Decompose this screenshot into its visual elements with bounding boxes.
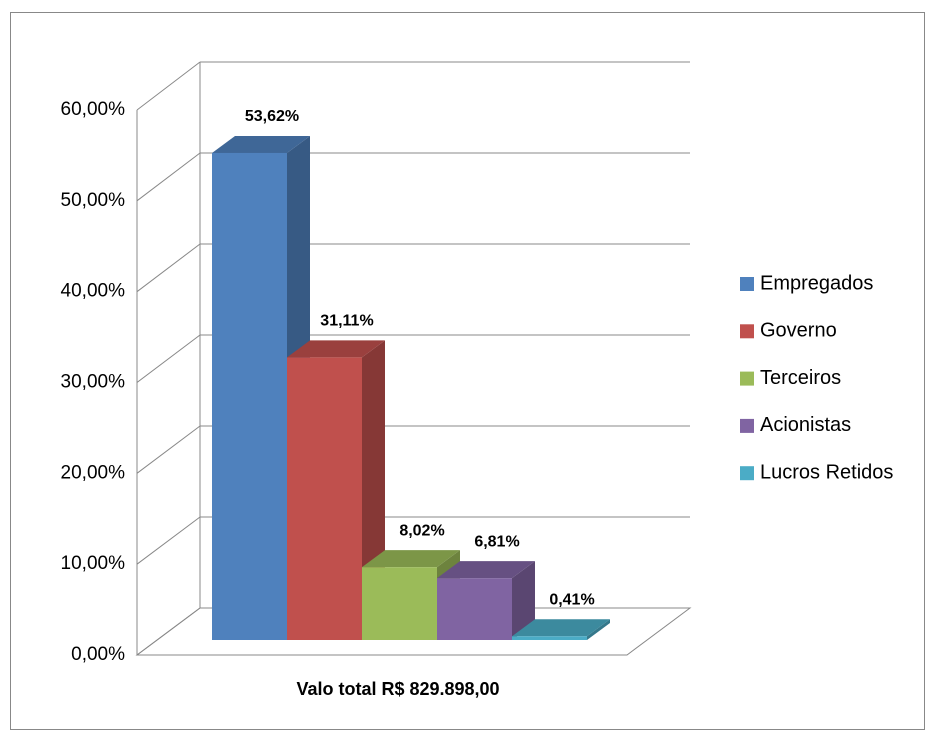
grid-line [136,243,201,293]
legend-label: Terceiros [760,367,841,389]
legend-label: Governo [760,320,837,342]
bar [437,578,512,640]
grid-line [136,334,201,383]
y-tick-label: 0,00% [71,644,125,665]
bar [287,357,362,640]
bar [362,567,437,640]
bar-top [212,135,310,153]
y-tick-label: 30,00% [61,372,126,393]
legend-swatch [740,466,754,481]
legend-swatch [740,324,754,339]
legend-swatch [740,418,754,433]
legend-swatch [740,277,754,291]
y-tick-label: 50,00% [61,190,126,211]
bar [512,636,587,640]
data-label: 53,62% [245,108,299,125]
data-label: 31,11% [320,313,373,330]
grid-line [136,516,201,565]
grid-line [136,607,201,656]
bar-side [587,619,610,640]
bar-top [512,619,610,637]
bar-top [437,561,535,579]
data-label: 6,81% [474,533,519,550]
legend-label: Lucros Retidos [760,461,893,483]
y-tick-label: 40,00% [61,281,126,302]
legend-label: Empregados [760,272,873,294]
bar [212,152,287,640]
x-tick-label: Valo total R$ 829.898,00 [296,679,499,699]
grid-line [136,61,201,111]
data-label: 0,41% [549,591,594,608]
y-tick-label: 20,00% [61,462,126,483]
bar-top [287,340,385,358]
legend-label: Acionistas [760,414,851,436]
bar-side [512,561,535,640]
y-tick-label: 10,00% [61,553,126,574]
legend-swatch [740,371,754,386]
grid-line [136,425,201,474]
data-label: 8,02% [399,522,444,539]
y-tick-label: 60,00% [61,99,126,120]
bar-top [362,550,460,568]
grid-line [136,152,201,202]
